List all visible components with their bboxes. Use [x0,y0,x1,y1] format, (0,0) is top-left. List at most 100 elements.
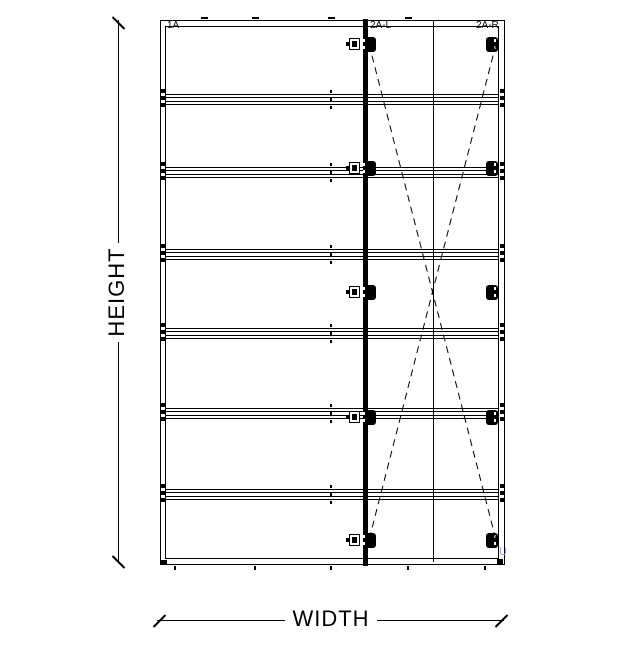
corner-cursor-mark: U [499,546,507,558]
edge-tick [161,498,165,502]
hinge-plate-icon [352,41,357,47]
door-swing-line [368,43,497,541]
hinge-cup-icon [494,287,496,290]
edge-tick [500,410,504,414]
shelf-line [166,174,499,178]
hinge-cup-icon [363,533,376,548]
hinge-plate-icon [346,42,349,46]
shelf-line [166,249,499,253]
hinge-cup-icon [494,294,496,297]
hinge-plate-icon [346,166,349,170]
width-dim-label: WIDTH [292,606,370,631]
hinge-cup-icon [363,294,365,297]
drill-dot [330,90,332,93]
shelf-line [166,489,499,493]
edge-tick [161,484,165,488]
door-divider-line [433,21,434,562]
hinge-cup-icon [494,412,496,415]
hinge-cup-icon [363,542,365,545]
edge-tick [500,403,504,407]
label-door-2a-r: 2A-R [476,20,499,31]
cabinet-inner-frame [165,26,499,559]
drill-dot [330,179,332,182]
drill-dot [330,163,332,166]
edge-tick [161,337,165,341]
hinge-plate-icon [346,290,349,294]
hinge-cup-icon [363,170,365,173]
alignment-tick [201,17,208,19]
alignment-tick [407,566,409,570]
edge-tick [500,498,504,502]
shelf-line [166,94,499,98]
hinge-cup-icon [494,39,496,42]
drill-dot [330,245,332,248]
hinge-cup-icon [363,419,365,422]
hinge-cup-icon [494,170,496,173]
shelf-line [166,335,499,339]
edge-tick [500,244,504,248]
hinge-cup-icon [363,412,365,415]
label-door-2a-l: 2A-L [370,20,392,31]
edge-tick [500,169,504,173]
alignment-tick [254,566,256,570]
alignment-tick [328,17,335,19]
edge-tick [500,484,504,488]
alignment-tick [405,17,412,19]
hinge-cup-icon [363,161,376,176]
edge-tick [500,251,504,255]
edge-tick [161,162,165,166]
hinge-cup-icon [494,419,496,422]
edge-tick [161,403,165,407]
edge-tick [500,176,504,180]
drill-dot [330,98,332,101]
edge-tick [500,103,504,107]
alignment-tick [484,566,486,570]
edge-tick [500,491,504,495]
corner-block [160,560,167,565]
drill-dot [330,261,332,264]
drill-dot [330,324,332,327]
corner-block [497,559,503,564]
edge-tick [161,251,165,255]
hinge-plate-icon [352,165,357,171]
edge-tick [500,417,504,421]
edge-tick [161,176,165,180]
hinge-plate-icon [352,289,357,295]
edge-tick [161,258,165,262]
edge-tick [161,330,165,334]
alignment-tick [330,566,332,570]
height-dim-line [118,342,119,562]
edge-tick [500,96,504,100]
cabinet-outer-frame [160,20,505,565]
drill-dot [330,106,332,109]
drill-dot [330,171,332,174]
hinge-plate-icon [346,415,349,419]
edge-tick [500,323,504,327]
shelf-line [166,496,499,500]
edge-tick [161,491,165,495]
width-dim-line [377,620,504,621]
hinge-plate-icon [352,414,357,420]
height-dim-line [118,20,119,243]
edge-tick [500,337,504,341]
shelf-line [166,408,499,412]
hinge-cup-icon [494,542,496,545]
drill-dot [330,493,332,496]
edge-tick [500,330,504,334]
drill-dot [330,340,332,343]
alignment-tick [252,17,259,19]
edge-tick [161,410,165,414]
drill-dot [330,253,332,256]
hinge-plate-icon [352,537,357,543]
edge-tick [161,323,165,327]
width-dim-line [157,620,285,621]
edge-tick [500,258,504,262]
drill-dot [330,412,332,415]
hinge-cup-icon [494,163,496,166]
drill-dot [330,332,332,335]
hinge-cup-icon [363,287,365,290]
hinge-cup-icon [363,410,376,425]
shelf-line [166,415,499,419]
hinge-cup-icon [363,285,376,300]
